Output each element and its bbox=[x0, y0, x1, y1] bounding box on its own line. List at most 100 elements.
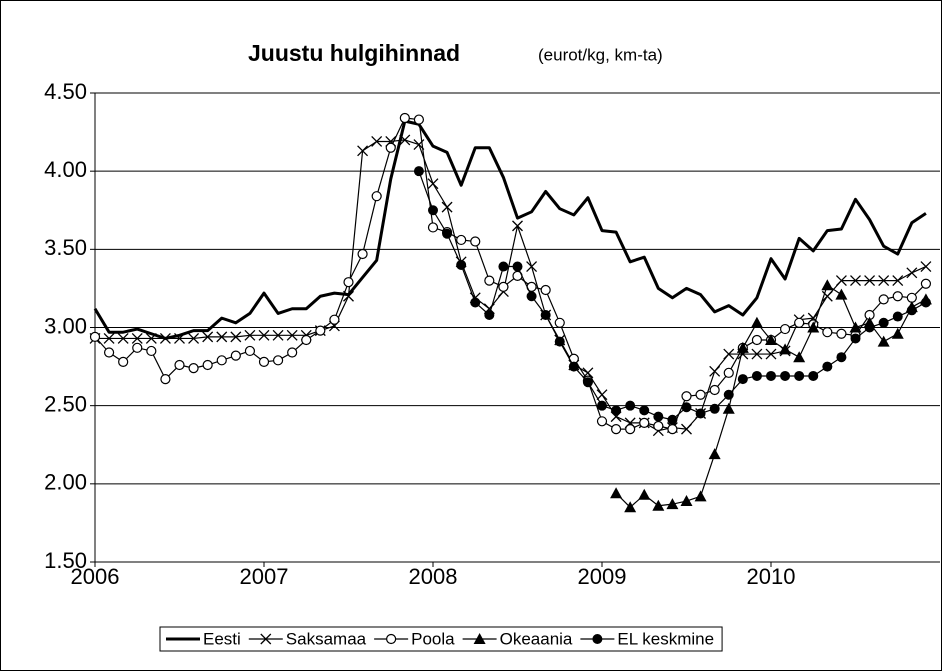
marker bbox=[709, 365, 721, 377]
marker bbox=[864, 322, 875, 333]
marker bbox=[639, 405, 650, 416]
marker bbox=[554, 317, 565, 328]
chart-title: Juustu hulgihinnad bbox=[248, 40, 460, 66]
marker bbox=[244, 345, 256, 357]
x-tick-label: 2007 bbox=[240, 564, 289, 589]
marker bbox=[103, 347, 115, 358]
marker bbox=[399, 134, 411, 146]
marker bbox=[89, 331, 101, 342]
marker bbox=[188, 363, 199, 374]
marker bbox=[906, 267, 918, 279]
marker bbox=[540, 309, 551, 320]
marker bbox=[681, 423, 692, 435]
marker bbox=[258, 356, 270, 367]
marker bbox=[765, 334, 777, 346]
marker bbox=[751, 348, 763, 360]
marker bbox=[582, 377, 593, 388]
marker bbox=[498, 261, 509, 272]
marker bbox=[371, 136, 383, 147]
marker bbox=[780, 370, 791, 381]
chart-subtitle: (eurot/kg, km-ta) bbox=[538, 45, 663, 64]
marker bbox=[230, 331, 242, 343]
y-tick-label: 4.50 bbox=[44, 79, 87, 104]
marker bbox=[512, 220, 523, 232]
marker bbox=[722, 402, 735, 414]
marker bbox=[751, 370, 762, 381]
marker bbox=[610, 424, 622, 435]
marker bbox=[695, 389, 706, 400]
marker bbox=[667, 414, 678, 425]
marker bbox=[428, 205, 438, 216]
marker bbox=[442, 228, 453, 239]
marker bbox=[413, 166, 424, 177]
y-tick-label: 3.00 bbox=[44, 313, 87, 338]
marker bbox=[554, 336, 565, 347]
marker bbox=[920, 261, 932, 272]
marker bbox=[315, 325, 326, 336]
marker bbox=[329, 314, 340, 325]
marker bbox=[766, 370, 776, 381]
marker bbox=[878, 294, 889, 305]
marker bbox=[611, 405, 622, 416]
marker bbox=[230, 350, 241, 361]
y-tick-label: 1.50 bbox=[44, 548, 87, 573]
marker bbox=[821, 279, 834, 291]
marker bbox=[737, 374, 748, 385]
marker bbox=[892, 311, 903, 322]
marker bbox=[343, 277, 354, 288]
marker bbox=[174, 332, 185, 344]
marker bbox=[427, 178, 439, 190]
marker bbox=[597, 400, 607, 411]
marker bbox=[723, 389, 734, 400]
marker bbox=[638, 488, 651, 500]
marker bbox=[695, 408, 706, 419]
marker bbox=[103, 332, 115, 344]
marker bbox=[216, 355, 227, 366]
marker bbox=[159, 332, 171, 344]
marker bbox=[624, 501, 637, 513]
marker bbox=[807, 321, 820, 333]
marker bbox=[272, 329, 284, 341]
marker bbox=[849, 321, 862, 333]
marker bbox=[906, 305, 917, 316]
x-tick-label: 2006 bbox=[71, 564, 120, 589]
marker bbox=[343, 290, 354, 302]
marker bbox=[371, 191, 382, 202]
marker bbox=[357, 145, 369, 157]
marker bbox=[625, 424, 636, 435]
marker bbox=[456, 234, 467, 246]
marker bbox=[794, 370, 805, 381]
x-tick-label: 2009 bbox=[578, 564, 627, 589]
marker bbox=[653, 420, 664, 432]
marker bbox=[822, 361, 833, 372]
marker bbox=[512, 261, 523, 272]
marker bbox=[146, 345, 157, 357]
series-line bbox=[95, 139, 927, 432]
marker bbox=[540, 284, 551, 296]
marker bbox=[836, 328, 847, 339]
marker bbox=[779, 323, 791, 335]
legend-label: EL keskmine bbox=[617, 629, 714, 648]
marker bbox=[592, 634, 603, 644]
marker bbox=[681, 391, 692, 402]
marker bbox=[639, 417, 650, 428]
marker bbox=[723, 367, 734, 378]
marker bbox=[568, 361, 579, 372]
marker bbox=[132, 342, 143, 353]
marker bbox=[272, 355, 284, 366]
marker bbox=[202, 331, 214, 343]
marker bbox=[808, 370, 819, 381]
marker bbox=[473, 633, 486, 644]
marker bbox=[920, 278, 932, 289]
legend-label: Eesti bbox=[203, 629, 241, 648]
marker bbox=[216, 331, 228, 343]
y-tick-label: 2.00 bbox=[44, 470, 87, 495]
marker bbox=[709, 384, 720, 396]
marker bbox=[709, 403, 720, 414]
marker bbox=[610, 487, 623, 499]
marker bbox=[835, 275, 847, 287]
marker bbox=[723, 348, 735, 360]
marker bbox=[835, 288, 848, 300]
y-tick-label: 3.50 bbox=[44, 235, 87, 260]
